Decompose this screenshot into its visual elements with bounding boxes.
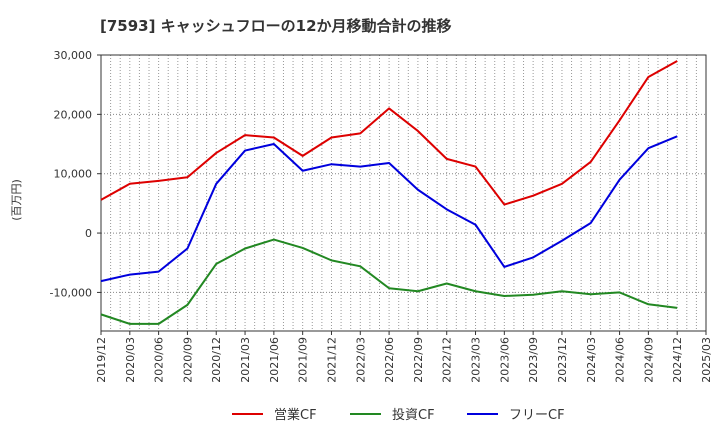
y-axis-label: (百万円) (10, 179, 23, 221)
x-tick-label: 2019/12 (95, 337, 108, 383)
series-lines (100, 60, 678, 325)
axes: 30,000 20,000 10,000 0 -10,000 2019/12 2020/03… (50, 49, 713, 383)
series-line-3 (100, 135, 678, 283)
x-tick-label: 2025/03 (700, 337, 713, 383)
x-tick-label: 2024/03 (585, 337, 598, 383)
y-tick-label: 0 (85, 227, 92, 240)
y-tick-label: 10,000 (54, 168, 93, 181)
legend: 営業CF 投資CF フリーCF (232, 407, 565, 423)
x-tick-label: 2020/03 (124, 337, 137, 383)
x-tick-label: 2023/12 (556, 337, 569, 383)
y-tick-label: -10,000 (50, 286, 92, 299)
y-tick-label: 20,000 (54, 108, 93, 121)
x-tick-label: 2020/09 (181, 337, 194, 383)
x-tick-label: 2023/03 (470, 337, 483, 383)
y-tick-label: 30,000 (54, 49, 93, 62)
x-tick-label: 2021/03 (239, 337, 252, 383)
plot-frame (100, 54, 707, 332)
legend-label-2: 投資CF (392, 407, 435, 423)
legend-label-3: フリーCF (509, 408, 565, 423)
x-tick-label: 2024/09 (642, 337, 655, 383)
x-tick-label: 2024/12 (671, 337, 684, 383)
x-tick-label: 2024/06 (614, 337, 627, 383)
series-line-1 (100, 60, 678, 206)
x-tick-label: 2023/09 (527, 337, 540, 383)
x-tick-label: 2022/09 (412, 337, 425, 383)
x-tick-label: 2022/12 (441, 337, 454, 383)
x-tick-label: 2020/12 (210, 337, 223, 383)
x-tick-label: 2022/03 (354, 337, 367, 383)
x-tick-label: 2023/06 (498, 337, 511, 383)
series-line-2 (100, 238, 678, 325)
chart-title: [7593] キャッシュフローの12か月移動合計の推移 (100, 17, 452, 35)
x-tick-label: 2020/06 (153, 337, 166, 383)
x-tick-label: 2021/09 (297, 337, 310, 383)
x-tick-label: 2021/06 (268, 337, 281, 383)
legend-label-1: 営業CF (274, 407, 317, 423)
x-tick-label: 2021/12 (325, 337, 338, 383)
x-tick-label: 2022/06 (383, 337, 396, 383)
